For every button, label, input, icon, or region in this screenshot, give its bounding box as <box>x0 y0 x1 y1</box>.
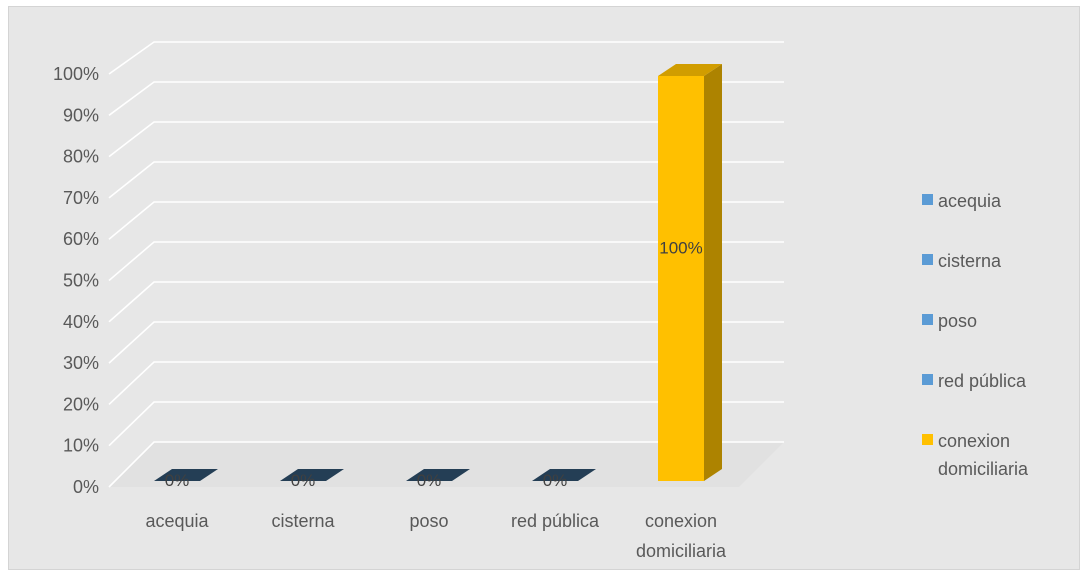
y-tick-label: 100% <box>53 64 99 84</box>
legend-swatch <box>922 434 933 445</box>
gridline <box>108 321 784 364</box>
gridline <box>108 441 784 488</box>
y-tick-label: 10% <box>63 436 99 456</box>
bar-chart-svg: 0% 10% 20% 30% 40% 50% 60% 70% 80% 90% 100% 0% acequ… <box>53 41 1029 561</box>
y-tick-label: 40% <box>63 312 99 332</box>
side-wall <box>109 42 154 487</box>
bar-top <box>532 469 596 481</box>
legend-swatch <box>922 254 933 265</box>
legend-label: acequia <box>938 191 1002 211</box>
gridline <box>108 401 784 447</box>
bar-top <box>280 469 344 481</box>
y-tick-label: 30% <box>63 353 99 373</box>
legend-swatch <box>922 374 933 385</box>
data-label: 0% <box>417 471 442 490</box>
chart-area: 0% 10% 20% 30% 40% 50% 60% 70% 80% 90% 100% 0% acequ… <box>8 6 1080 570</box>
data-label: 0% <box>291 471 316 490</box>
x-tick-label: red pública <box>511 511 600 531</box>
legend-label: domiciliaria <box>938 459 1029 479</box>
x-tick-label: poso <box>409 511 448 531</box>
gridline <box>108 241 784 282</box>
gridline <box>108 361 784 405</box>
data-label: 0% <box>543 471 568 490</box>
gridline <box>108 161 784 199</box>
data-label: 0% <box>165 471 190 490</box>
legend-label: red pública <box>938 371 1027 391</box>
x-tick-label: cisterna <box>271 511 335 531</box>
chart-floor <box>109 442 784 487</box>
bar-top <box>406 469 470 481</box>
legend-label: conexion <box>938 431 1010 451</box>
bar-top <box>658 64 722 76</box>
y-tick-label: 0% <box>73 477 99 497</box>
y-tick-label: 70% <box>63 188 99 208</box>
y-tick-label: 60% <box>63 229 99 249</box>
data-label: 100% <box>659 239 702 258</box>
gridline <box>108 201 784 240</box>
x-tick-label: domiciliaria <box>636 541 727 561</box>
y-tick-label: 20% <box>63 394 99 414</box>
gridline <box>108 81 784 116</box>
legend-swatch <box>922 194 933 205</box>
gridline <box>108 41 784 75</box>
legend-label: poso <box>938 311 977 331</box>
bar-front <box>658 76 704 481</box>
bar-top <box>154 469 218 481</box>
y-tick-label: 90% <box>63 105 99 125</box>
gridline <box>108 281 784 323</box>
bar-side <box>704 64 722 481</box>
legend-swatch <box>922 314 933 325</box>
x-tick-label: acequia <box>145 511 209 531</box>
y-tick-label: 80% <box>63 147 99 167</box>
legend-label: cisterna <box>938 251 1002 271</box>
x-tick-label: conexion <box>645 511 717 531</box>
gridline <box>108 121 784 158</box>
y-tick-label: 50% <box>63 271 99 291</box>
